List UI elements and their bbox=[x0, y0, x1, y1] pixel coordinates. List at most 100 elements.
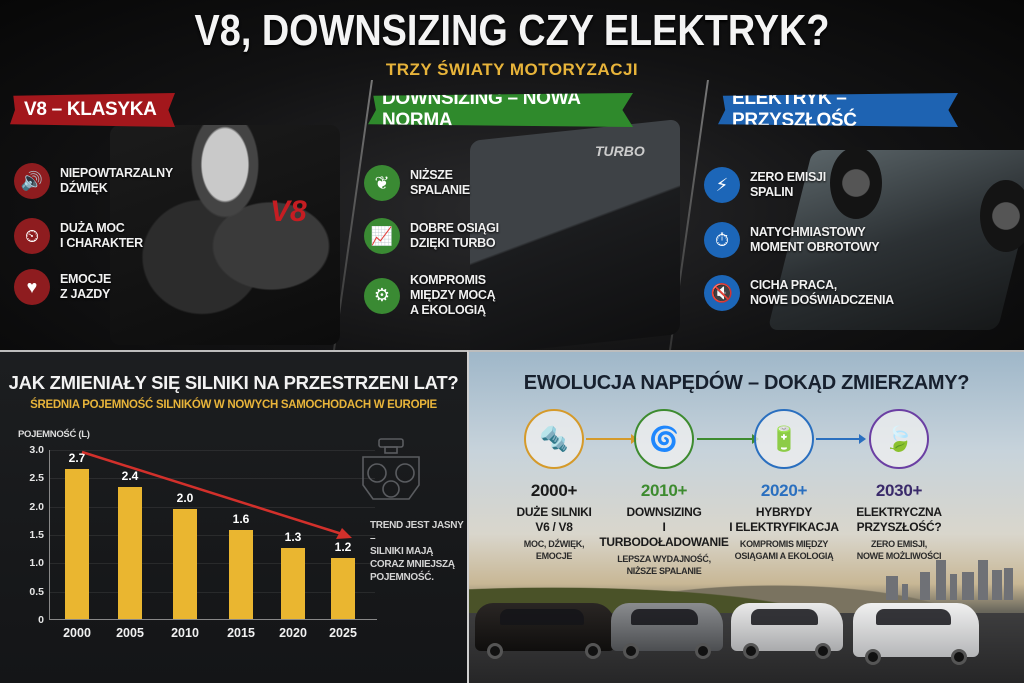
feature-text: EMOCJE Z JAZDY bbox=[60, 272, 111, 301]
y-tick: 1.0 bbox=[29, 557, 44, 569]
chart-section: JAK ZMIENIAŁY SIĘ SILNIKI NA PRZESTRZENI… bbox=[0, 350, 467, 683]
gridline bbox=[50, 450, 375, 451]
stage-heading: ELEKTRYCZNA PRZYSZŁOŚĆ? bbox=[856, 505, 942, 534]
y-tick: 2.5 bbox=[29, 472, 44, 484]
feature-text: CICHA PRACA, NOWE DOŚWIADCZENIA bbox=[750, 278, 894, 307]
feature-item: 🔇 CICHA PRACA, NOWE DOŚWIADCZENIA bbox=[704, 275, 894, 311]
car-window bbox=[751, 609, 819, 625]
panel-electric: ELEKTRYK – PRZYSZŁOŚĆ ⚡ ZERO EMISJI SPAL… bbox=[690, 85, 1024, 350]
car-tire bbox=[695, 643, 711, 659]
stage-description: KOMPROMIS MIĘDZY OSIĄGAMI A EKOLOGIĄ bbox=[734, 539, 834, 561]
y-tick: 1.5 bbox=[29, 529, 44, 541]
car-tire bbox=[585, 643, 601, 659]
stage-year: 2010+ bbox=[640, 481, 688, 500]
main-title: V8, DOWNSIZING CZY ELEKTRYK? bbox=[194, 6, 830, 55]
gridline bbox=[50, 535, 375, 536]
electric-car-image bbox=[853, 603, 979, 665]
x-tick: 2005 bbox=[116, 626, 144, 640]
stage-2020: 🔋 2020+ HYBRYDY I ELEKTRYFIKACJA KOMPROM… bbox=[719, 409, 849, 562]
engine-outline-icon bbox=[362, 438, 420, 500]
heart-icon: ♥ bbox=[14, 269, 50, 305]
car-window bbox=[875, 609, 952, 625]
chart-subtitle: ŚREDNIA POJEMNOŚĆ SILNIKÓW W NOWYCH SAMO… bbox=[30, 399, 437, 411]
turbo-engine-badge: TURBO bbox=[595, 143, 645, 159]
stage-year: 2020+ bbox=[760, 481, 808, 500]
gridline bbox=[50, 478, 375, 479]
car-tire bbox=[865, 649, 881, 665]
feature-item: ♥ EMOCJE Z JAZDY bbox=[14, 269, 111, 305]
x-tick: 2000 bbox=[63, 626, 91, 640]
subtitle: TRZY ŚWIATY MOTORYZACJI bbox=[385, 60, 639, 79]
y-tick: 2.0 bbox=[29, 501, 44, 513]
battery-icon: 🔋 bbox=[754, 409, 814, 469]
feature-item: 🔊 NIEPOWTARZALNY DŹWIĘK bbox=[14, 163, 173, 199]
y-tick: 3.0 bbox=[29, 444, 44, 456]
turbocharger-icon: 🌀 bbox=[634, 409, 694, 469]
car-tire bbox=[623, 643, 639, 659]
feature-text: ZERO EMISJI SPALIN bbox=[750, 170, 826, 199]
stage-description: LEPSZA WYDAJNOŚĆ, NIŻSZE SPALANIE bbox=[617, 554, 711, 576]
y-tick: 0.5 bbox=[29, 586, 44, 598]
hybrid-car-image bbox=[731, 603, 843, 659]
stage-heading: DOWNSIZING I TURBODOŁADOWANIE bbox=[599, 505, 729, 549]
car-tire bbox=[951, 649, 967, 665]
stage-year: 2030+ bbox=[875, 481, 923, 500]
chart-title: JAK ZMIENIAŁY SIĘ SILNIKI NA PRZESTRZENI… bbox=[8, 372, 459, 393]
stage-2000: 🔩 2000+ DUŻE SILNIKI V6 / V8 MOC, DŹWIĘK… bbox=[489, 409, 619, 562]
leaf-icon: ❦ bbox=[364, 165, 400, 201]
panel-title-electric: ELEKTRYK – PRZYSZŁOŚĆ bbox=[718, 93, 958, 127]
turbo-engine-image bbox=[470, 118, 680, 350]
gridline bbox=[50, 592, 375, 593]
piston-icon: 🔩 bbox=[524, 409, 584, 469]
bar-2005 bbox=[118, 487, 142, 619]
evolution-title: EWOLUCJA NAPĘDÓW – DOKĄD ZMIERZAMY? bbox=[523, 372, 970, 394]
top-section: V8, DOWNSIZING CZY ELEKTRYK? TRZY ŚWIATY… bbox=[0, 0, 1024, 350]
gear-icon: ⚙ bbox=[364, 277, 400, 314]
bar-value: 1.6 bbox=[232, 512, 250, 526]
speedometer-icon: ⏲ bbox=[14, 218, 50, 254]
feature-text: DUŻA MOC I CHARAKTER bbox=[60, 221, 143, 250]
wheel-image bbox=[980, 180, 1024, 252]
arrow-icon bbox=[816, 434, 866, 444]
feature-item: ❦ NIŻSZE SPALANIE bbox=[364, 165, 470, 201]
stage-year: 2000+ bbox=[530, 481, 578, 500]
bar-value: 2.4 bbox=[121, 469, 139, 483]
feature-text: NIŻSZE SPALANIE bbox=[410, 168, 470, 197]
speaker-icon: 🔊 bbox=[14, 163, 50, 199]
panel-v8: V8 V8 – KLASYKA 🔊 NIEPOWTARZALNY DŹWIĘK … bbox=[0, 85, 350, 350]
car-tire bbox=[487, 643, 503, 659]
car-window bbox=[500, 609, 585, 625]
bar-2025 bbox=[331, 558, 355, 619]
feature-item: ⚙ KOMPROMIS MIĘDZY MOCĄ A EKOLOGIĄ bbox=[364, 273, 496, 318]
panel-title-v8: V8 – KLASYKA bbox=[10, 93, 175, 127]
stage-description: ZERO EMISJI, NOWE MOŻLIWOŚCI bbox=[856, 539, 942, 561]
bar-value: 2.0 bbox=[176, 491, 194, 505]
feature-item: ⏱ NATYCHMIASTOWY MOMENT OBROTOWY bbox=[704, 222, 880, 258]
growth-chart-icon: 📈 bbox=[364, 218, 400, 254]
feature-text: NIEPOWTARZALNY DŹWIĘK bbox=[60, 166, 173, 195]
stage-description: MOC, DŹWIĘK, EMOCJE bbox=[523, 539, 585, 561]
feature-text: DOBRE OSIĄGI DZIĘKI TURBO bbox=[410, 221, 499, 250]
x-tick: 2025 bbox=[329, 626, 357, 640]
bar-2020 bbox=[281, 548, 305, 619]
bar-2015 bbox=[229, 530, 253, 619]
city-skyline-image bbox=[886, 560, 1013, 600]
stage-2010: 🌀 2010+ DOWNSIZING I TURBODOŁADOWANIE LE… bbox=[599, 409, 729, 577]
feature-item: ⏲ DUŻA MOC I CHARAKTER bbox=[14, 218, 143, 254]
bar-2010 bbox=[173, 509, 197, 619]
v8-engine-image bbox=[110, 125, 340, 345]
bar-2000 bbox=[65, 469, 89, 619]
bar-value: 1.2 bbox=[334, 540, 352, 554]
stage-heading: HYBRYDY I ELEKTRYFIKACJA bbox=[729, 505, 839, 534]
wheel-image bbox=[830, 147, 882, 219]
lightning-icon: ⚡ bbox=[704, 167, 740, 203]
car-tire bbox=[743, 643, 759, 659]
feature-item: 📈 DOBRE OSIĄGI DZIĘKI TURBO bbox=[364, 218, 499, 254]
classic-muscle-car-image bbox=[475, 603, 615, 659]
feature-text: KOMPROMIS MIĘDZY MOCĄ A EKOLOGIĄ bbox=[410, 273, 496, 317]
stopwatch-icon: ⏱ bbox=[704, 222, 740, 258]
x-tick: 2015 bbox=[227, 626, 255, 640]
evolution-section: EWOLUCJA NAPĘDÓW – DOKĄD ZMIERZAMY? 🔩 20… bbox=[467, 350, 1024, 683]
trend-arrow-icon bbox=[81, 450, 352, 539]
y-axis-label: POJEMNOŚĆ (L) bbox=[18, 429, 90, 440]
